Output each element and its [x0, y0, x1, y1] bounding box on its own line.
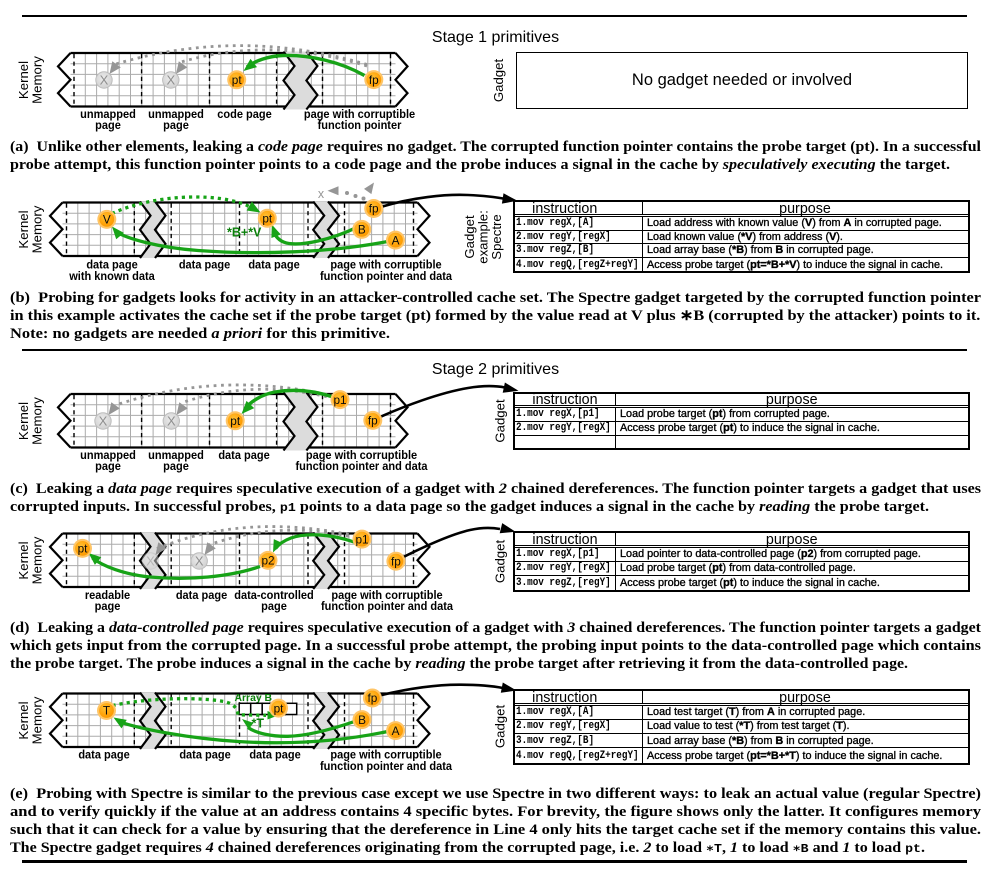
svg-text:Gadget: Gadget	[493, 399, 508, 443]
svg-text:Gadgetexample:Spectre: Gadgetexample:Spectre	[462, 210, 504, 264]
svg-text:data page: data page	[179, 749, 230, 761]
svg-text:pt: pt	[274, 701, 285, 715]
svg-text:KernelMemory: KernelMemory	[16, 696, 45, 744]
svg-text:X: X	[195, 554, 204, 569]
svg-text:Array B: Array B	[235, 693, 273, 704]
svg-text:KernelMemory: KernelMemory	[16, 397, 45, 445]
svg-text:data page: data page	[176, 590, 227, 602]
svg-text:data page: data page	[249, 749, 300, 761]
svg-text:p1: p1	[355, 532, 368, 546]
svg-text:fp: fp	[369, 73, 379, 87]
svg-text:pt: pt	[78, 542, 89, 556]
svg-text:X: X	[167, 414, 176, 429]
svg-text:X: X	[166, 73, 175, 88]
svg-text:pt: pt	[230, 414, 241, 428]
svg-text:p1: p1	[333, 393, 346, 407]
svg-text:X: X	[146, 554, 155, 569]
svg-text:*T: *T	[252, 717, 265, 731]
svg-text:B: B	[358, 223, 366, 237]
svg-text:B: B	[358, 713, 366, 727]
svg-text:*B+*V: *B+*V	[227, 226, 262, 240]
svg-text:T: T	[103, 704, 110, 718]
svg-text:fp: fp	[368, 414, 378, 428]
svg-text:KernelMemory: KernelMemory	[16, 56, 45, 104]
svg-text:X: X	[99, 414, 108, 429]
svg-text:KernelMemory: KernelMemory	[16, 205, 45, 253]
svg-text:x: x	[318, 187, 325, 201]
svg-text:X: X	[100, 73, 109, 88]
svg-text:code page: code page	[217, 109, 271, 121]
svg-text:data page: data page	[248, 259, 299, 271]
svg-text:fp: fp	[391, 554, 401, 568]
svg-text:KernelMemory: KernelMemory	[16, 536, 45, 584]
svg-text:A: A	[392, 233, 400, 247]
svg-text:data page: data page	[218, 450, 269, 462]
svg-text:Gadget: Gadget	[493, 540, 508, 584]
svg-text:pt: pt	[262, 212, 273, 226]
svg-text:V: V	[103, 213, 111, 227]
svg-text:Gadget: Gadget	[491, 59, 506, 103]
svg-text:fp: fp	[369, 202, 379, 216]
svg-text:p2: p2	[261, 554, 274, 568]
svg-text:data page: data page	[78, 749, 129, 761]
svg-text:fp: fp	[367, 691, 377, 705]
svg-text:Gadget: Gadget	[493, 705, 508, 749]
svg-text:data page: data page	[179, 259, 230, 271]
svg-text:A: A	[392, 724, 400, 738]
svg-text:pt: pt	[232, 73, 243, 87]
